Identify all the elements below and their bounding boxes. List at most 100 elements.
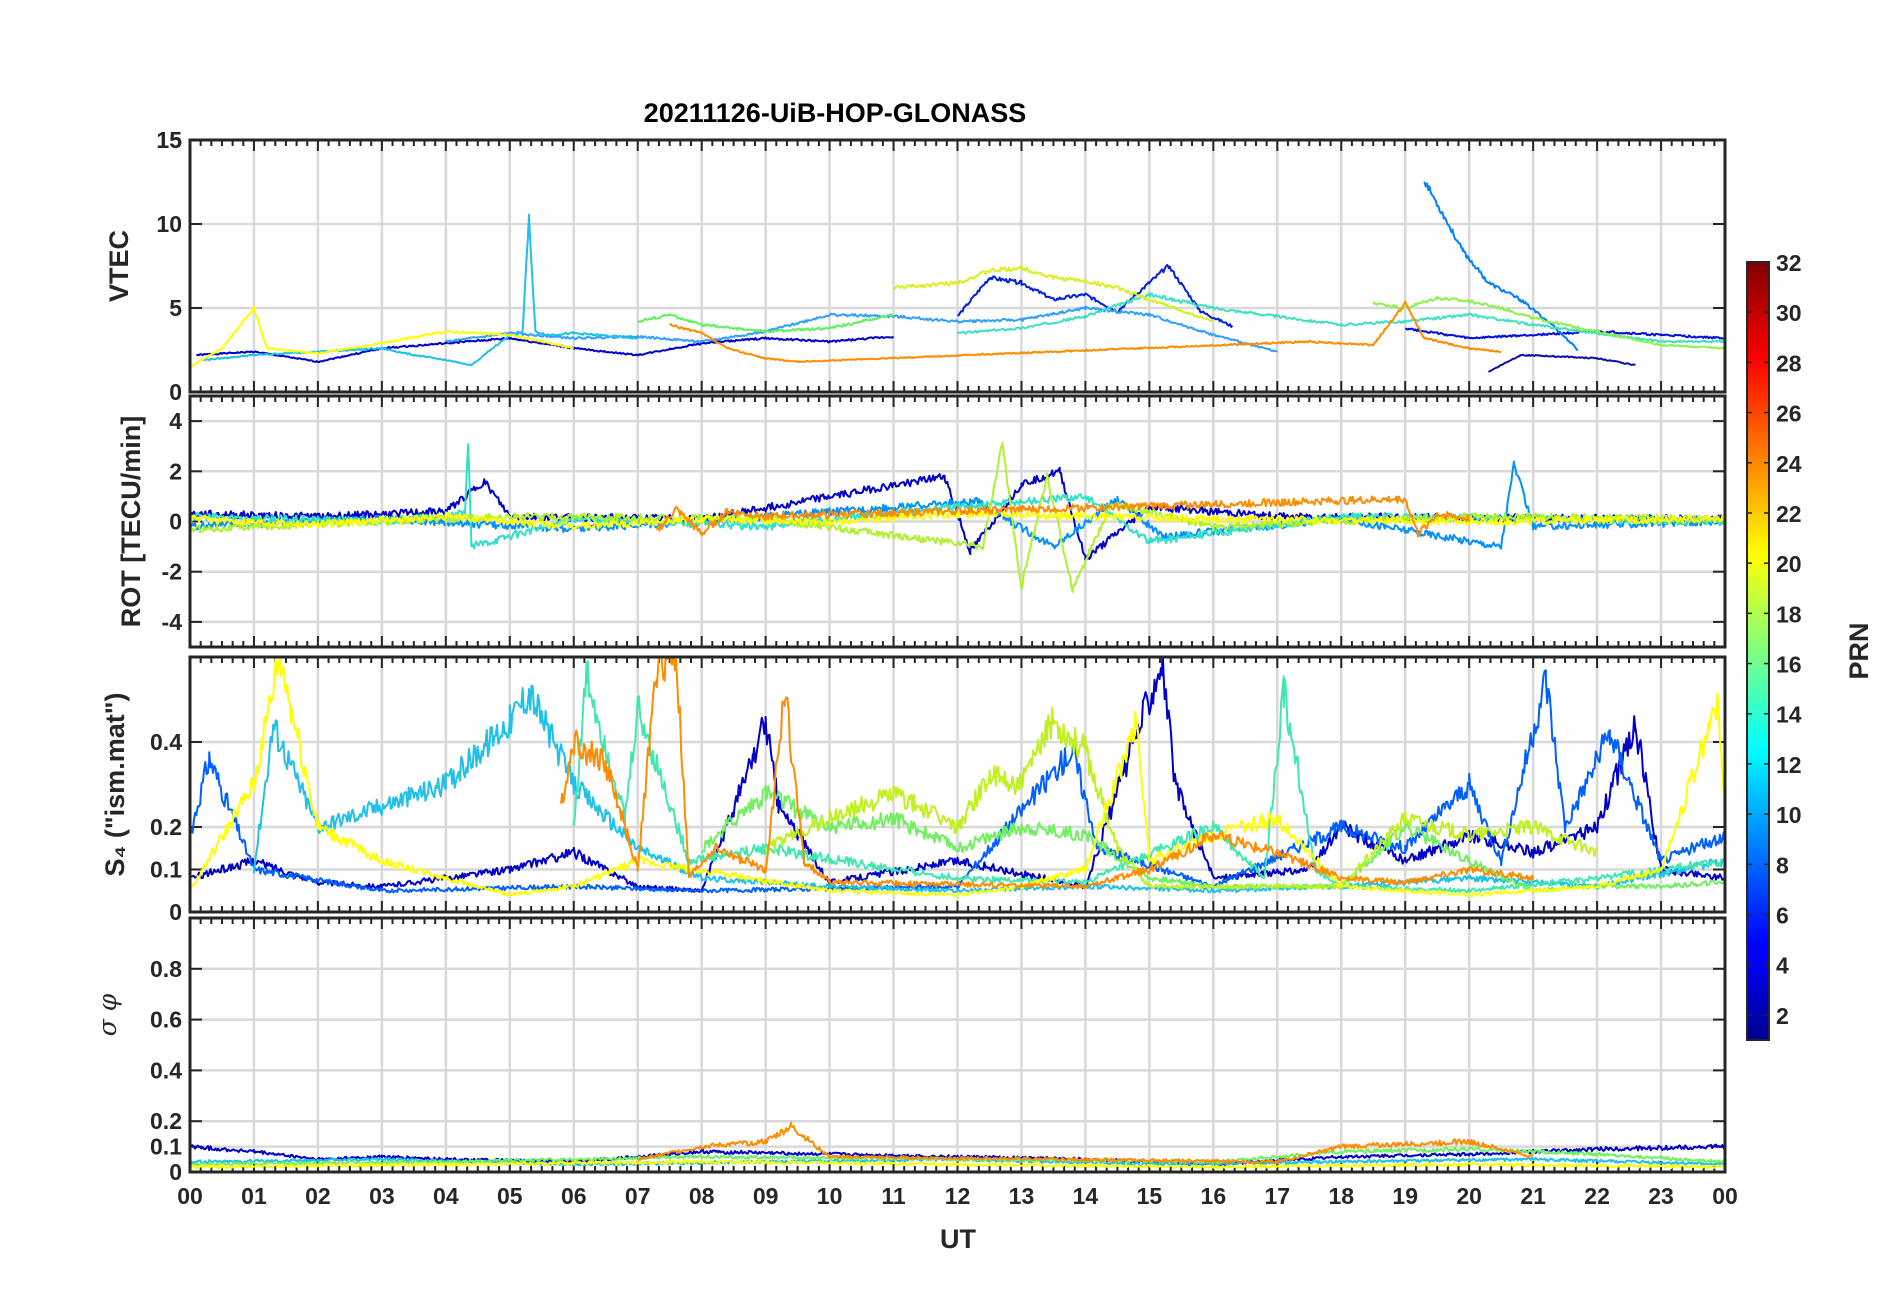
x-tick-label: 09 <box>753 1183 779 1209</box>
y-axis-label: ROT [TECU/min] <box>116 416 146 627</box>
x-tick-label: 02 <box>305 1183 331 1209</box>
y-tick-label: 0.1 <box>150 1134 182 1160</box>
colorbar-tick-label: 12 <box>1776 752 1802 778</box>
x-tick-label: 21 <box>1520 1183 1546 1209</box>
series-line-prn-23 <box>655 495 1471 538</box>
panel-s4-frame <box>188 655 1727 914</box>
panel-sigma_phi-frame <box>188 916 1727 1174</box>
x-tick-label: 08 <box>689 1183 715 1209</box>
x-tick-label: 01 <box>241 1183 267 1209</box>
y-tick-label: -2 <box>162 559 182 585</box>
x-tick-label: 14 <box>1073 1183 1099 1209</box>
colorbar-tick-label: 30 <box>1776 300 1802 326</box>
x-tick-label: 18 <box>1328 1183 1354 1209</box>
x-tick-label: 04 <box>433 1183 459 1209</box>
series-line-prn-1 <box>1488 353 1636 373</box>
x-tick-label: 23 <box>1648 1183 1674 1209</box>
series-line-prn-14 <box>957 292 1725 344</box>
colorbar-tick-label: 22 <box>1776 501 1802 527</box>
y-tick-label: 2 <box>169 458 182 484</box>
series-line-prn-23 <box>560 657 1535 890</box>
series-line-prn-16 <box>637 313 894 334</box>
y-tick-label: 0 <box>169 509 182 535</box>
y-tick-label: 0.8 <box>150 956 182 982</box>
series-line-prn-19 <box>893 264 1215 323</box>
x-tick-label: 20 <box>1456 1183 1482 1209</box>
series-line-prn-23 <box>636 1121 1534 1165</box>
panel-vtec-frame <box>188 138 1727 394</box>
y-tick-label: 0.4 <box>150 1057 182 1083</box>
y-axis-label: σ φ <box>93 993 122 1036</box>
y-tick-label: 5 <box>169 295 182 321</box>
x-axis-label: UT <box>940 1224 976 1254</box>
x-tick-label: 00 <box>1712 1183 1738 1209</box>
x-tick-label: 03 <box>369 1183 395 1209</box>
y-tick-label: 0 <box>169 379 182 405</box>
colorbar-tick-label: 4 <box>1776 953 1789 979</box>
colorbar-tick-label: 18 <box>1776 601 1802 627</box>
y-tick-label: 4 <box>169 408 182 434</box>
y-tick-label: 0.4 <box>150 729 182 755</box>
panel-s4: 0 0.1 0.2 0.4 S₄ ("ism.mat") <box>100 655 1727 925</box>
y-tick-label: 15 <box>156 127 182 153</box>
colorbar-tick-label: 14 <box>1776 702 1802 728</box>
series-line-prn-10 <box>445 305 1278 353</box>
series-line-prn-12 <box>253 684 1725 894</box>
series-line-prn-23 <box>669 300 1502 363</box>
y-tick-label: 15 <box>156 127 182 153</box>
y-tick-label: 10 <box>156 211 182 237</box>
series-line-prn-17 <box>1372 295 1725 350</box>
series-line-prn-2 <box>196 335 895 363</box>
series-group <box>190 181 1725 373</box>
colorbar-tick-label: 24 <box>1776 451 1802 477</box>
colorbar-label: PRN <box>1844 622 1874 679</box>
x-tick-label: 05 <box>497 1183 523 1209</box>
colorbar-tick-label: 16 <box>1776 652 1802 678</box>
colorbar-tick-label: 20 <box>1776 551 1802 577</box>
series-line-prn-12 <box>202 213 639 367</box>
y-axis-label: VTEC <box>104 230 134 302</box>
x-tick-label: 15 <box>1137 1183 1163 1209</box>
x-tick-label: 17 <box>1264 1183 1290 1209</box>
series-group <box>190 1121 1725 1170</box>
panel-rot: -4 -2 0 2 4 ROT [TECU/min] <box>116 394 1727 649</box>
y-tick-label: 0.2 <box>150 1108 182 1134</box>
colorbar-tick-label: 8 <box>1776 852 1789 878</box>
x-tick-label: 10 <box>817 1183 843 1209</box>
x-tick-label: 07 <box>625 1183 651 1209</box>
series-line-prn-20 <box>190 1159 1725 1170</box>
x-tick-label: 06 <box>561 1183 587 1209</box>
series-line-prn-9 <box>1423 181 1579 352</box>
series-line-prn-18 <box>764 706 1599 890</box>
y-tick-label: -4 <box>162 609 183 635</box>
x-tick-label: 19 <box>1392 1183 1418 1209</box>
colorbar-tick-label: 2 <box>1776 1003 1789 1029</box>
y-tick-label: 0.6 <box>150 1007 182 1033</box>
x-tick-label: 11 <box>881 1183 906 1209</box>
y-tick-label: 0.1 <box>150 857 182 883</box>
colorbar-tick-label: 10 <box>1776 802 1802 828</box>
y-tick-label: 0.2 <box>150 814 182 840</box>
x-tick-label: 22 <box>1584 1183 1610 1209</box>
x-tick-label: 00 <box>177 1183 203 1209</box>
x-tick-label: 13 <box>1009 1183 1035 1209</box>
series-line-prn-20 <box>190 509 1725 530</box>
series-line-prn-3 <box>1404 327 1725 340</box>
colorbar-tick-label: 28 <box>1776 350 1802 376</box>
y-tick-label: 0 <box>169 1159 182 1185</box>
series-group <box>190 657 1725 898</box>
series-line-prn-20 <box>190 657 1725 898</box>
colorbar-tick-label: 26 <box>1776 401 1802 427</box>
x-tick-label: 12 <box>945 1183 971 1209</box>
colorbar-scale <box>1746 261 1770 1041</box>
series-line-prn-4 <box>957 264 1234 328</box>
x-tick-label: 16 <box>1201 1183 1227 1209</box>
panel-rot-frame <box>188 394 1727 649</box>
chart-title: 20211126-UiB-HOP-GLONASS <box>644 98 1027 128</box>
y-tick-label: 0 <box>169 899 182 925</box>
colorbar-tick-label: 32 <box>1776 250 1802 276</box>
panel-sigma_phi: 00.10.2 0.4 0.6 0.8 σ φ <box>93 916 1727 1185</box>
